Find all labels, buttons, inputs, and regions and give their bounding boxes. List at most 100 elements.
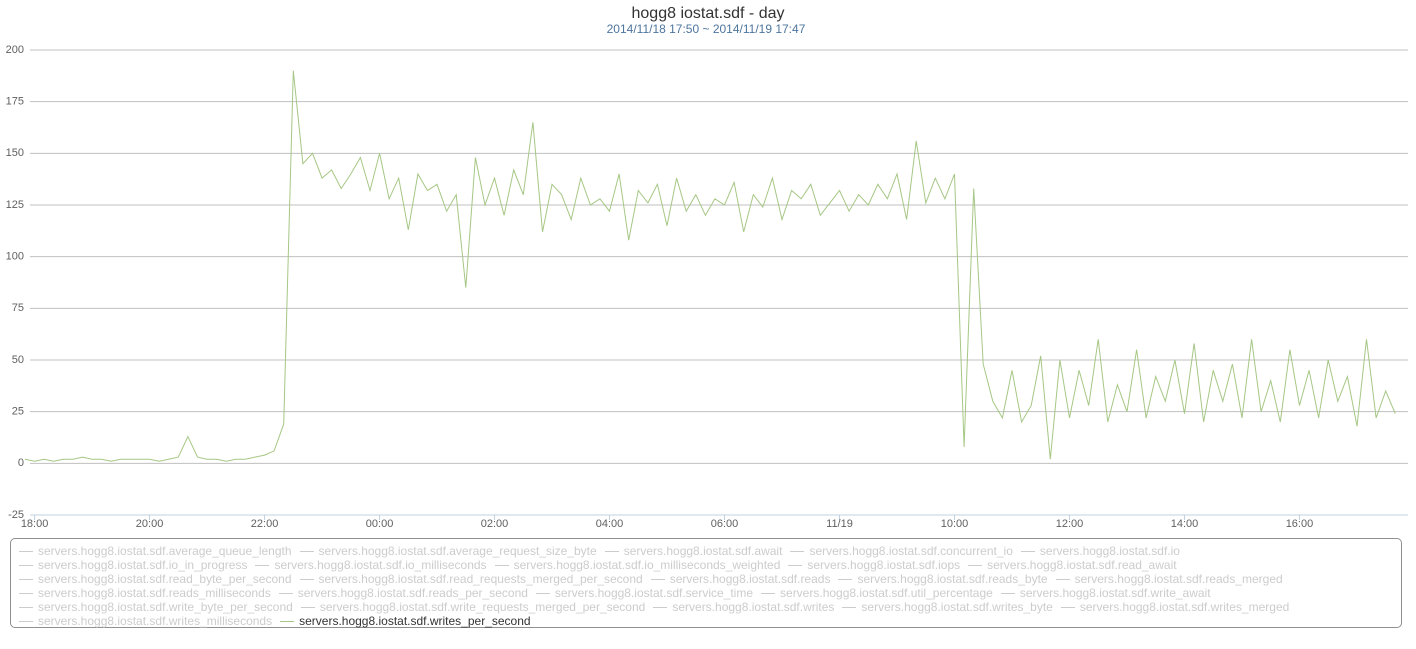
legend-item[interactable]: servers.hogg8.iostat.sdf.concurrent_io [790,544,1013,558]
legend-swatch [19,620,33,622]
legend-item[interactable]: servers.hogg8.iostat.sdf.io_milliseconds… [494,558,781,572]
legend-item[interactable]: servers.hogg8.iostat.sdf.write_byte_per_… [19,600,293,614]
legend-swatch [761,592,776,594]
x-tick-label: 12:00 [1056,518,1084,530]
legend-label: servers.hogg8.iostat.sdf.reads_byte [857,572,1048,586]
legend-item[interactable]: servers.hogg8.iostat.sdf.average_request… [299,544,597,558]
legend-label: servers.hogg8.iostat.sdf.average_request… [318,544,597,558]
legend-swatch [650,578,665,580]
x-tick-label: 10:00 [941,518,969,530]
x-tick-label: 16:00 [1286,518,1314,530]
legend-label: servers.hogg8.iostat.sdf.average_queue_l… [38,544,292,558]
legend-label: servers.hogg8.iostat.sdf.writes_byte [861,600,1053,614]
legend-item[interactable]: servers.hogg8.iostat.sdf.reads_merged [1055,572,1283,586]
y-tick-label: 175 [6,96,24,108]
legend-item[interactable]: servers.hogg8.iostat.sdf.reads_milliseco… [19,586,271,600]
y-tick-label: 125 [6,199,24,211]
x-tick-label: 06:00 [711,518,739,530]
legend-item[interactable]: servers.hogg8.iostat.sdf.writes_per_seco… [280,614,531,628]
x-tick-label: 14:00 [1171,518,1199,530]
legend-item[interactable]: servers.hogg8.iostat.sdf.write_await [1000,586,1211,600]
legend-label: servers.hogg8.iostat.sdf.write_await [1019,586,1211,600]
y-tick-label: 100 [6,251,24,263]
legend-swatch [838,578,853,580]
legend-swatch [968,564,983,566]
legend-label: servers.hogg8.iostat.sdf.writes_per_seco… [299,614,531,628]
legend-swatch [299,550,314,552]
legend-label: servers.hogg8.iostat.sdf.reads [669,572,831,586]
legend-item[interactable]: servers.hogg8.iostat.sdf.io [1020,544,1180,558]
legend-swatch [790,550,805,552]
legend-item[interactable]: servers.hogg8.iostat.sdf.iops [788,558,960,572]
legend-item[interactable]: servers.hogg8.iostat.sdf.io_milliseconds [255,558,487,572]
legend-item[interactable]: servers.hogg8.iostat.sdf.read_await [968,558,1177,572]
legend-label: servers.hogg8.iostat.sdf.writes_millisec… [38,614,273,628]
legend-item[interactable]: servers.hogg8.iostat.sdf.writes_millisec… [19,614,272,628]
x-tick-label: 20:00 [136,518,164,530]
legend-label: servers.hogg8.iostat.sdf.read_byte_per_s… [38,572,292,586]
legend-swatch [842,606,857,608]
legend-label: servers.hogg8.iostat.sdf.reads_merged [1074,572,1283,586]
legend-swatch [299,578,314,580]
legend-item[interactable]: servers.hogg8.iostat.sdf.write_requests_… [300,600,646,614]
legend-item[interactable]: servers.hogg8.iostat.sdf.read_requests_m… [299,572,643,586]
legend-swatch [494,564,509,566]
legend-swatch [1055,578,1070,580]
legend-label: servers.hogg8.iostat.sdf.reads_milliseco… [38,586,271,600]
y-tick-label: 50 [12,354,24,366]
legend-swatch [1020,550,1035,552]
legend-label: servers.hogg8.iostat.sdf.concurrent_io [809,544,1013,558]
chart-title: hogg8 iostat.sdf - day [632,5,785,22]
x-tick-label: 22:00 [251,518,279,530]
legend-label: servers.hogg8.iostat.sdf.read_await [987,558,1177,572]
legend-label: servers.hogg8.iostat.sdf.write_requests_… [319,600,646,614]
legend-label: servers.hogg8.iostat.sdf.reads_per_secon… [297,586,528,600]
legend-swatch [278,592,293,594]
y-tick-label: 25 [12,406,24,418]
legend-item[interactable]: servers.hogg8.iostat.sdf.service_time [535,586,754,600]
legend: servers.hogg8.iostat.sdf.average_queue_l… [10,538,1402,628]
legend-label: servers.hogg8.iostat.sdf.iops [807,558,961,572]
x-tick-label: 11/19 [826,518,853,530]
legend-label: servers.hogg8.iostat.sdf.io [1039,544,1180,558]
legend-item[interactable]: servers.hogg8.iostat.sdf.read_byte_per_s… [19,572,292,586]
legend-label: servers.hogg8.iostat.sdf.service_time [554,586,754,600]
legend-label: servers.hogg8.iostat.sdf.await [623,544,783,558]
legend-label: servers.hogg8.iostat.sdf.io_milliseconds… [513,558,781,572]
y-tick-label: 0 [18,457,24,469]
legend-item[interactable]: servers.hogg8.iostat.sdf.average_queue_l… [19,544,292,558]
legend-item[interactable]: servers.hogg8.iostat.sdf.reads_per_secon… [278,586,528,600]
legend-swatch [19,550,33,552]
y-tick-label: 150 [6,147,24,159]
legend-swatch [255,564,270,566]
legend-label: servers.hogg8.iostat.sdf.io_in_progress [38,558,248,572]
legend-item[interactable]: servers.hogg8.iostat.sdf.util_percentage [761,586,993,600]
legend-swatch [300,606,315,608]
legend-item[interactable]: servers.hogg8.iostat.sdf.reads_byte [838,572,1048,586]
chart: hogg8 iostat.sdf - day 2014/11/18 17:50 … [6,5,1408,530]
legend-swatch [19,592,33,594]
legend-swatch [19,606,33,608]
legend-swatch [1000,592,1015,594]
legend-label: servers.hogg8.iostat.sdf.util_percentage [780,586,993,600]
legend-swatch [653,606,668,608]
legend-swatch [19,578,33,580]
x-tick-label: 02:00 [481,518,509,530]
legend-item[interactable]: servers.hogg8.iostat.sdf.writes_merged [1060,600,1290,614]
legend-label: servers.hogg8.iostat.sdf.writes_merged [1079,600,1290,614]
legend-item[interactable]: servers.hogg8.iostat.sdf.writes [653,600,834,614]
legend-swatch [19,564,33,566]
legend-item[interactable]: servers.hogg8.iostat.sdf.reads [650,572,831,586]
chart-subtitle: 2014/11/18 17:50 ~ 2014/11/19 17:47 [607,22,806,36]
legend-swatch [535,592,550,594]
legend-label: servers.hogg8.iostat.sdf.writes [672,600,835,614]
legend-swatch [788,564,803,566]
x-tick-label: 04:00 [596,518,624,530]
legend-swatch [280,620,295,622]
legend-item[interactable]: servers.hogg8.iostat.sdf.await [604,544,783,558]
legend-label: servers.hogg8.iostat.sdf.read_requests_m… [318,572,643,586]
legend-item[interactable]: servers.hogg8.iostat.sdf.io_in_progress [19,558,247,572]
series-line [24,70,1396,462]
legend-item[interactable]: servers.hogg8.iostat.sdf.writes_byte [842,600,1053,614]
